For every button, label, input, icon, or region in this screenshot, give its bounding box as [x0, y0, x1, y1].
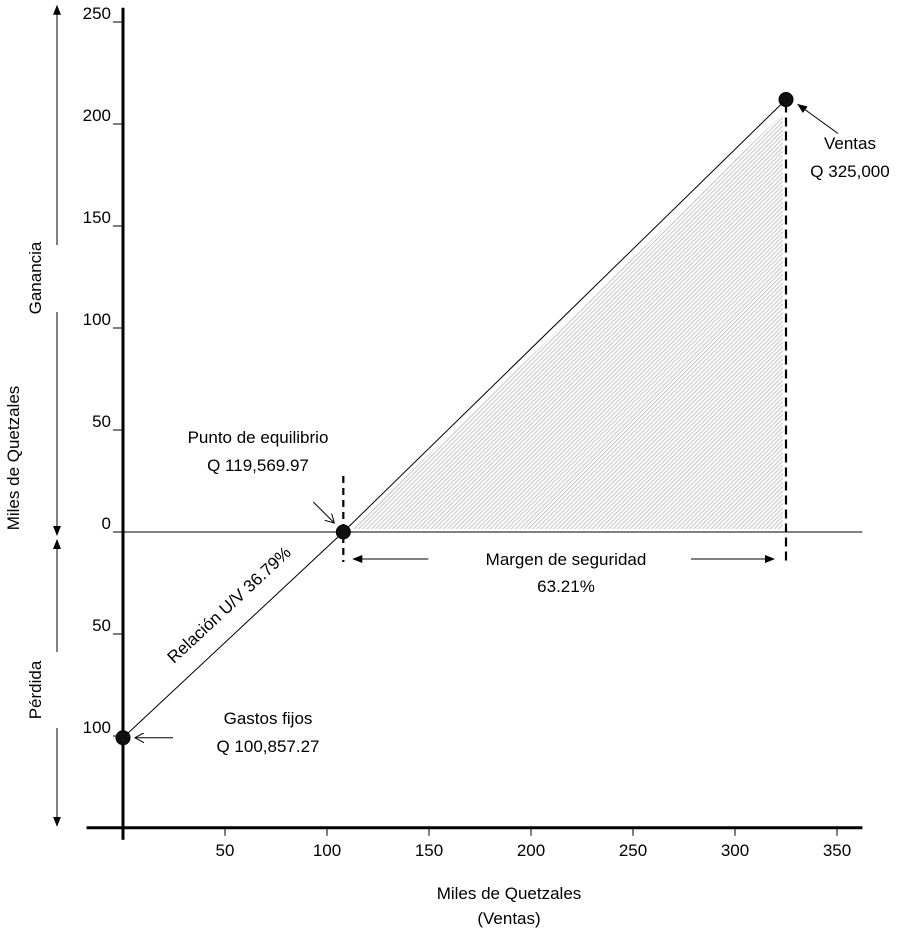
safety-margin-area-group	[351, 113, 783, 530]
ventas-label: Ventas	[824, 134, 876, 153]
y-tick-label: 0	[102, 514, 111, 533]
gastos-label: Gastos fijos	[224, 709, 313, 728]
perdida-label: Pérdida	[26, 660, 45, 719]
x-axis-label: Miles de Quetzales	[437, 884, 582, 903]
equilibrio-arrow	[312, 501, 334, 523]
ganancia-label: Ganancia	[26, 241, 45, 314]
equilibrio-label: Punto de equilibrio	[188, 428, 329, 447]
margen-label: Margen de seguridad	[486, 550, 647, 569]
x-tick-label: 300	[721, 841, 749, 860]
margen-value: 63.21%	[537, 577, 595, 596]
equilibrio-value: Q 119,569.97	[207, 456, 309, 475]
gastos-value: Q 100,857.27	[216, 737, 319, 756]
y-tick-label: 150	[83, 208, 111, 227]
ventas-arrow	[797, 103, 839, 134]
y-tick-label: 100	[83, 718, 111, 737]
data-point-ventas	[778, 92, 794, 108]
y-tick-label: 200	[83, 106, 111, 125]
x-tick-label: 50	[216, 841, 235, 860]
data-point-gastos-fijos	[115, 730, 131, 746]
y-tick-label: 100	[83, 310, 111, 329]
y-axis-label: Miles de Quetzales	[4, 386, 23, 531]
y-tick-label: 50	[92, 616, 111, 635]
x-tick-label: 200	[517, 841, 545, 860]
x-tick-label: 250	[619, 841, 647, 860]
x-tick-label: 350	[823, 841, 851, 860]
relacion-label: Relación U/V 36.79%	[164, 543, 295, 667]
ventas-value: Q 325,000	[810, 162, 889, 181]
axes-group: 250 200 150 100 50 0 50 100 50 100 150 200 250 300 350	[83, 4, 863, 860]
marks-group	[53, 4, 839, 827]
data-point-punto-equilibrio	[335, 524, 351, 540]
x-tick-label: 100	[313, 841, 341, 860]
x-axis-sublabel: (Ventas)	[477, 909, 540, 928]
x-tick-label: 150	[415, 841, 443, 860]
y-tick-label: 250	[83, 4, 111, 23]
safety-margin-area	[351, 113, 783, 530]
y-tick-label: 50	[92, 412, 111, 431]
